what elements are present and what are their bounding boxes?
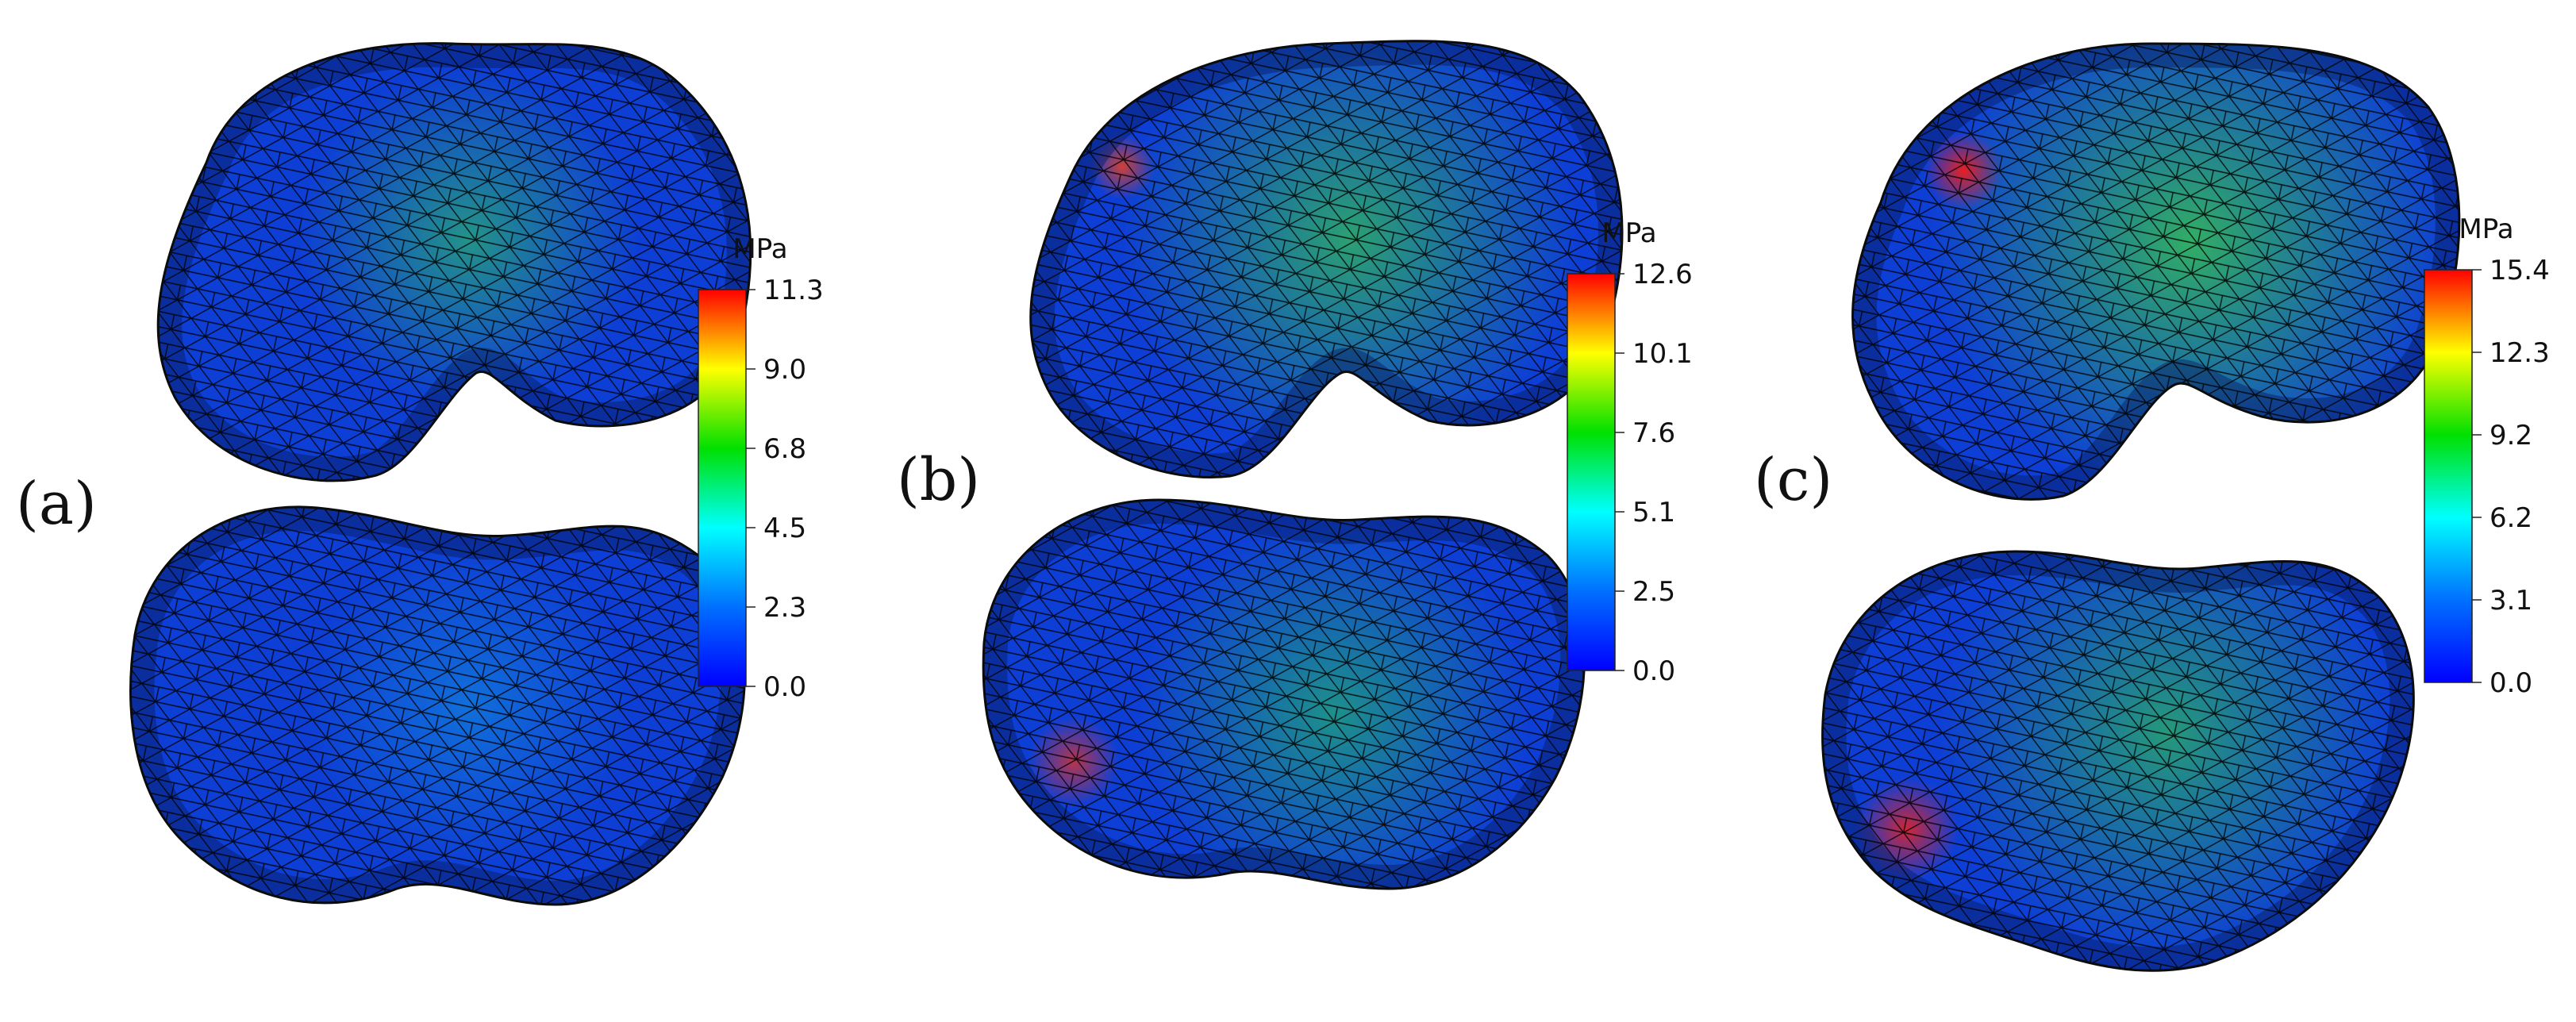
panel-b: (b) MPa 12.6 10.1 7.6 5.1 2.5 0.0 <box>897 40 1693 890</box>
colorbar-tick-label: 12.3 <box>2489 337 2550 369</box>
femur-model <box>1851 42 2461 501</box>
femur-model <box>156 42 752 482</box>
panel-label: (b) <box>897 446 980 514</box>
tibia-model <box>129 505 746 906</box>
colorbar-tick-label: 10.1 <box>1632 338 1693 370</box>
surface-outline <box>156 42 752 482</box>
stress-hotspots <box>158 43 751 481</box>
panel-label: (a) <box>16 470 97 538</box>
stress-hotspots <box>130 506 745 905</box>
colorbar-gradient <box>698 290 746 686</box>
colorbar-tick-label: 12.6 <box>1632 259 1693 290</box>
triangle-mesh <box>158 43 751 481</box>
panel-a: (a) MPa 11.3 9.0 6.8 4.5 2.3 0.0 <box>16 42 824 906</box>
colorbar: MPa 11.3 9.0 6.8 4.5 2.3 0.0 <box>698 233 824 703</box>
colorbar-tick-label: 9.0 <box>763 354 806 386</box>
colorbar-unit: MPa <box>1601 217 1656 249</box>
colorbar-tick-label: 0.0 <box>763 671 806 703</box>
colorbar-tick-label: 11.3 <box>763 275 824 306</box>
panel-c: (c) MPa 15.4 12.3 9.2 6.2 3.1 0.0 <box>1754 42 2550 972</box>
colorbar-unit: MPa <box>2459 213 2513 245</box>
colorbar-tick-label: 3.1 <box>2489 585 2532 617</box>
colorbar-tick-label: 2.5 <box>1632 576 1675 608</box>
surface-outline <box>1851 42 2461 501</box>
colorbar-ticks: 12.6 10.1 7.6 5.1 2.5 0.0 <box>1615 259 1693 687</box>
surface-outline <box>129 505 746 906</box>
triangle-mesh <box>1822 551 2414 971</box>
surface-outline <box>1821 550 2415 972</box>
panel-label: (c) <box>1754 446 1832 514</box>
triangle-mesh <box>1852 44 2459 500</box>
colorbar: MPa 12.6 10.1 7.6 5.1 2.5 0.0 <box>1567 217 1693 687</box>
colorbar-tick-label: 9.2 <box>2489 420 2532 451</box>
colorbar-ticks: 15.4 12.3 9.2 6.2 3.1 0.0 <box>2472 255 2550 699</box>
colorbar-tick-label: 2.3 <box>763 592 806 624</box>
surface-outline <box>982 498 1586 890</box>
colorbar-tick-label: 0.0 <box>1632 655 1675 687</box>
colorbar-gradient <box>1567 274 1615 670</box>
colorbar-gradient <box>2424 270 2472 682</box>
colorbar: MPa 15.4 12.3 9.2 6.2 3.1 0.0 <box>2424 213 2550 699</box>
colorbar-tick-label: 5.1 <box>1632 497 1675 528</box>
stress-hotspots <box>983 500 1585 889</box>
stress-hotspots <box>1030 40 1623 478</box>
colorbar-frame <box>1567 273 1616 671</box>
colorbar-tick-label: 6.2 <box>2489 502 2532 534</box>
colorbar-tick-label: 6.8 <box>763 433 806 465</box>
colorbar-tick-label: 7.6 <box>1632 417 1675 449</box>
colorbar-ticks: 11.3 9.0 6.8 4.5 2.3 0.0 <box>746 275 824 703</box>
femur-model <box>1029 40 1624 478</box>
colorbar-tick-label: 0.0 <box>2489 667 2532 699</box>
triangle-mesh <box>1030 40 1622 478</box>
colorbar-tick-label: 15.4 <box>2489 255 2550 286</box>
colorbar-frame <box>2424 269 2473 683</box>
triangle-mesh <box>130 506 745 905</box>
tibia-model <box>1821 550 2415 972</box>
colorbar-unit: MPa <box>732 233 787 265</box>
tibia-model <box>982 498 1586 890</box>
colorbar-frame <box>698 289 747 687</box>
surface-outline <box>1029 40 1624 478</box>
stress-hotspots <box>1852 44 2459 500</box>
colorbar-tick-label: 4.5 <box>763 513 806 544</box>
triangle-mesh <box>983 500 1585 889</box>
